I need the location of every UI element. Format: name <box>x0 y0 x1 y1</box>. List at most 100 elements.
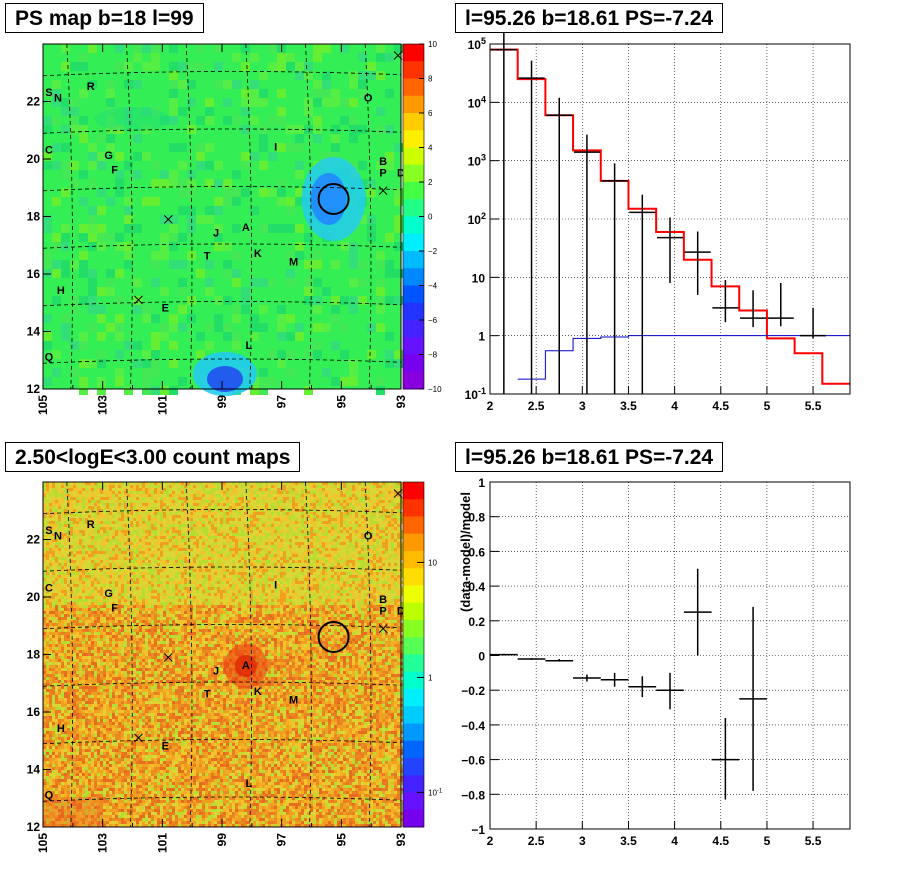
map-cell <box>106 143 115 152</box>
map-cell <box>304 233 313 242</box>
map-cell <box>85 494 88 497</box>
map-cell <box>133 224 142 233</box>
map-cell <box>304 587 307 590</box>
map-cell <box>271 566 274 569</box>
map-cell <box>91 557 94 560</box>
map-cell <box>265 578 268 581</box>
map-cell <box>157 482 160 485</box>
map-cell <box>298 512 301 515</box>
map-cell <box>70 98 79 107</box>
map-cell <box>349 503 352 506</box>
map-cell <box>55 572 58 575</box>
map-cell <box>247 488 250 491</box>
map-cell <box>157 494 160 497</box>
map-cell <box>310 590 313 593</box>
map-cell <box>334 584 337 587</box>
map-cell <box>265 575 268 578</box>
map-cell <box>88 269 97 278</box>
map-cell <box>85 539 88 542</box>
map-cell <box>67 545 70 548</box>
map-cell <box>154 572 157 575</box>
map-cell <box>127 506 130 509</box>
map-cell <box>373 614 376 617</box>
map-cell <box>97 602 100 605</box>
map-cell <box>247 557 250 560</box>
map-cell <box>292 557 295 560</box>
map-cell <box>304 524 307 527</box>
map-cell <box>139 572 142 575</box>
map-cell <box>325 536 328 539</box>
map-cell <box>190 572 193 575</box>
map-cell <box>358 89 367 98</box>
map-cell <box>181 602 184 605</box>
map-cell <box>250 581 253 584</box>
map-cell <box>160 599 163 602</box>
map-cell <box>241 593 244 596</box>
map-cell <box>79 557 82 560</box>
map-cell <box>55 599 58 602</box>
map-cell <box>235 590 238 593</box>
map-cell <box>328 581 331 584</box>
map-cell <box>43 260 52 269</box>
map-cell <box>268 521 271 524</box>
map-cell <box>298 569 301 572</box>
map-cell <box>280 551 283 554</box>
map-cell <box>301 551 304 554</box>
map-cell <box>88 548 91 551</box>
map-cell <box>127 533 130 536</box>
map-cell <box>301 605 304 608</box>
map-cell <box>139 506 142 509</box>
map-cell <box>61 491 64 494</box>
map-cell <box>268 497 271 500</box>
map-cell <box>244 506 247 509</box>
map-cell <box>133 542 136 545</box>
map-cell <box>205 341 214 350</box>
map-cell <box>133 152 142 161</box>
map-cell <box>334 569 337 572</box>
map-cell <box>52 518 55 521</box>
map-cell <box>103 557 106 560</box>
map-cell <box>178 587 181 590</box>
map-cell <box>322 527 325 530</box>
map-cell <box>199 614 202 617</box>
map-cell <box>43 503 46 506</box>
map-cell <box>355 548 358 551</box>
map-cell <box>382 557 385 560</box>
source-label-I: I <box>274 141 277 153</box>
map-cell <box>376 584 379 587</box>
map-cell <box>88 305 97 314</box>
map-cell <box>133 278 142 287</box>
map-cell <box>259 134 268 143</box>
map-cell <box>346 575 349 578</box>
map-cell <box>100 575 103 578</box>
map-cell <box>280 584 283 587</box>
map-cell <box>295 332 304 341</box>
map-cell <box>49 545 52 548</box>
map-cell <box>367 215 376 224</box>
map-cell <box>169 605 172 608</box>
map-cell <box>130 533 133 536</box>
map-cell <box>346 533 349 536</box>
map-cell <box>316 521 319 524</box>
map-cell <box>121 605 124 608</box>
map-cell <box>190 494 193 497</box>
map-cell <box>169 521 172 524</box>
map-cell <box>184 563 187 566</box>
map-cell <box>124 242 133 251</box>
map-cell <box>43 599 46 602</box>
map-cell <box>241 533 244 536</box>
map-cell <box>178 260 187 269</box>
map-cell <box>229 566 232 569</box>
map-cell <box>187 584 190 587</box>
map-cell <box>136 608 139 611</box>
map-cell <box>226 500 229 503</box>
map-cell <box>265 587 268 590</box>
map-cell <box>259 557 262 560</box>
map-cell <box>319 500 322 503</box>
map-cell <box>43 152 52 161</box>
map-cell <box>76 581 79 584</box>
map-cell <box>163 599 166 602</box>
map-cell <box>169 593 172 596</box>
map-cell <box>202 614 205 617</box>
map-cell <box>205 527 208 530</box>
